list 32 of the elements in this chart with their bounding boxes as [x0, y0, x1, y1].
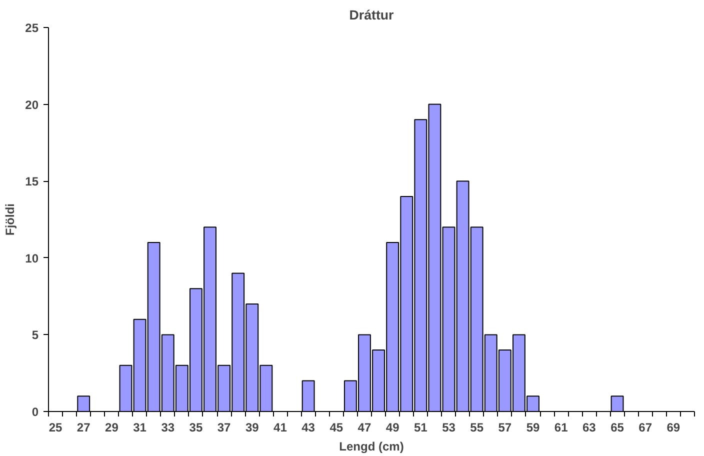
- x-tick-label: 45: [330, 420, 344, 434]
- x-tick-label: 67: [638, 420, 652, 434]
- y-tick-label: 0: [32, 405, 39, 419]
- x-tick-label: 27: [76, 420, 91, 434]
- x-axis-title: Lengd (cm): [339, 440, 404, 454]
- x-tick-label: 29: [105, 420, 119, 434]
- x-tick-label: 69: [666, 420, 680, 434]
- x-tick-label: 31: [133, 420, 147, 434]
- x-tick-label: 55: [470, 420, 484, 434]
- x-tick-label: 63: [582, 420, 596, 434]
- x-tick-label: 51: [414, 420, 428, 434]
- y-tick-label: 15: [25, 174, 39, 189]
- x-tick-label: 35: [189, 420, 203, 434]
- x-tick-label: 65: [610, 420, 624, 434]
- x-tick-label: 61: [554, 420, 568, 434]
- x-tick-label: 43: [302, 420, 316, 434]
- x-tick-label: 37: [217, 420, 232, 434]
- x-tick-label: 57: [498, 420, 512, 434]
- y-tick-label: 25: [25, 21, 39, 35]
- x-tick-label: 25: [48, 420, 63, 434]
- x-tick-label: 53: [442, 420, 456, 434]
- x-tick-label: 59: [526, 420, 540, 434]
- x-tick-label: 39: [245, 420, 260, 434]
- y-tick-label: 10: [25, 251, 39, 266]
- y-tick-label: 20: [25, 98, 39, 112]
- x-tick-label: 41: [274, 420, 288, 434]
- y-axis-title: Fjöldi: [3, 203, 18, 236]
- x-tick-label: 47: [358, 420, 372, 434]
- chart-title: Dráttur: [349, 8, 394, 22]
- y-tick-label: 5: [32, 328, 39, 342]
- x-tick-label: 33: [161, 420, 175, 434]
- x-tick-label: 49: [386, 420, 400, 434]
